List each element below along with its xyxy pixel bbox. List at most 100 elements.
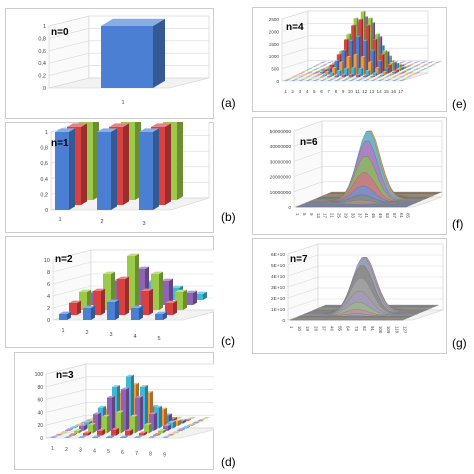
bar-e bbox=[380, 80, 383, 81]
y-tick-label-d: 60 bbox=[37, 398, 43, 404]
bar-e bbox=[341, 49, 347, 51]
x-tick-label-b: 2 bbox=[100, 219, 103, 225]
bar-d bbox=[167, 433, 175, 436]
bar-c bbox=[117, 279, 125, 315]
bar-d bbox=[74, 433, 77, 436]
bar-e bbox=[299, 77, 301, 79]
gridline-a bbox=[48, 52, 209, 64]
bar-e bbox=[313, 70, 315, 72]
bar-e bbox=[341, 80, 347, 81]
bar-e bbox=[419, 67, 421, 69]
bar-e bbox=[327, 67, 332, 69]
bar-e bbox=[384, 80, 390, 81]
bar-c bbox=[107, 302, 115, 320]
bar-e bbox=[404, 71, 407, 73]
bar-e bbox=[291, 77, 294, 79]
bar-e bbox=[320, 77, 323, 79]
bar-e bbox=[312, 80, 318, 81]
bar-e bbox=[387, 78, 392, 80]
x-tick-label-f: 17 bbox=[323, 213, 328, 218]
bar-d bbox=[167, 436, 170, 438]
x-tick-label-c: 1 bbox=[61, 328, 64, 334]
panel-label-f: (f) bbox=[452, 217, 464, 231]
bar-e bbox=[318, 67, 320, 69]
bar-e bbox=[366, 80, 368, 81]
bar-d bbox=[88, 431, 91, 436]
x-tick-label-e: 10 bbox=[348, 89, 354, 94]
x-tick-label-d: 8 bbox=[149, 452, 152, 458]
bar-d bbox=[107, 397, 112, 431]
panel-label-e: (e) bbox=[452, 97, 467, 111]
bar-d bbox=[158, 433, 161, 436]
bar-e bbox=[382, 72, 386, 75]
bar-e bbox=[428, 62, 433, 63]
y-tick-label-g: 5E+10 bbox=[271, 263, 285, 269]
bar-e bbox=[399, 63, 402, 65]
gridline-g bbox=[287, 254, 443, 266]
bar-d bbox=[107, 414, 110, 434]
bar-d bbox=[111, 435, 114, 438]
surface-strip-g bbox=[298, 313, 413, 317]
chart-g-svg: 0 1E+10 2E+10 3E+10 4E+10 5E+10 6E+10 1 10 19 28 37… bbox=[252, 238, 447, 354]
bar-d bbox=[64, 436, 72, 438]
bar-e bbox=[392, 72, 395, 74]
bar-e bbox=[300, 71, 306, 73]
bar-e bbox=[344, 67, 349, 69]
bar-e bbox=[373, 49, 375, 74]
y-tick-label-e: 2000 bbox=[269, 29, 280, 34]
gridline-d bbox=[45, 363, 214, 375]
x-tick-label-c: 5 bbox=[157, 336, 160, 342]
bar-d bbox=[126, 387, 129, 431]
bar-e bbox=[406, 72, 411, 74]
bar-e bbox=[324, 71, 330, 73]
bar-e bbox=[423, 62, 426, 63]
bar-d bbox=[144, 424, 149, 434]
x-tick-label-g: 73 bbox=[354, 326, 359, 331]
bar-e bbox=[408, 71, 414, 73]
x-tick-label-g: 37 bbox=[321, 326, 326, 331]
bar-e bbox=[365, 70, 371, 71]
bar-e bbox=[356, 74, 361, 76]
bar-e bbox=[420, 65, 426, 67]
bar-e bbox=[308, 72, 311, 74]
bar-e bbox=[404, 66, 407, 69]
bar-c bbox=[79, 292, 87, 310]
bar-e bbox=[359, 80, 361, 81]
bar-d bbox=[102, 414, 110, 417]
bar-e bbox=[311, 68, 313, 69]
bar-e bbox=[365, 78, 371, 80]
bar-e bbox=[375, 77, 380, 79]
bar-e bbox=[344, 38, 349, 40]
bar-e bbox=[335, 77, 337, 79]
bar-d bbox=[92, 437, 97, 438]
bar-e bbox=[313, 77, 315, 79]
bar-e bbox=[392, 76, 397, 78]
bar-e bbox=[303, 75, 306, 77]
bar-e bbox=[387, 76, 390, 78]
bar-d bbox=[74, 430, 79, 434]
x-tick-label-f: 1 bbox=[295, 213, 300, 216]
bar-e bbox=[368, 61, 373, 63]
bar-e bbox=[411, 67, 414, 69]
bar-c bbox=[135, 253, 139, 310]
bar-e bbox=[306, 77, 308, 79]
bar-d bbox=[192, 421, 200, 424]
bar-d bbox=[70, 425, 78, 428]
x-tick-label-d: 1 bbox=[51, 446, 54, 452]
bar-d bbox=[168, 424, 171, 431]
bar-d bbox=[158, 429, 166, 431]
bar-d bbox=[97, 435, 100, 438]
bar-e bbox=[372, 73, 376, 77]
gridline-f bbox=[293, 181, 442, 193]
bar-e bbox=[311, 78, 313, 80]
bar-e bbox=[332, 72, 335, 77]
bar-d bbox=[125, 429, 133, 431]
bar-e bbox=[359, 35, 361, 74]
bar-e bbox=[377, 76, 383, 78]
bar-e bbox=[414, 74, 416, 75]
bar-e bbox=[421, 70, 423, 72]
bar-d bbox=[69, 433, 77, 435]
bar-e bbox=[327, 68, 331, 74]
bar-e bbox=[372, 38, 378, 40]
bar-e bbox=[322, 64, 327, 66]
